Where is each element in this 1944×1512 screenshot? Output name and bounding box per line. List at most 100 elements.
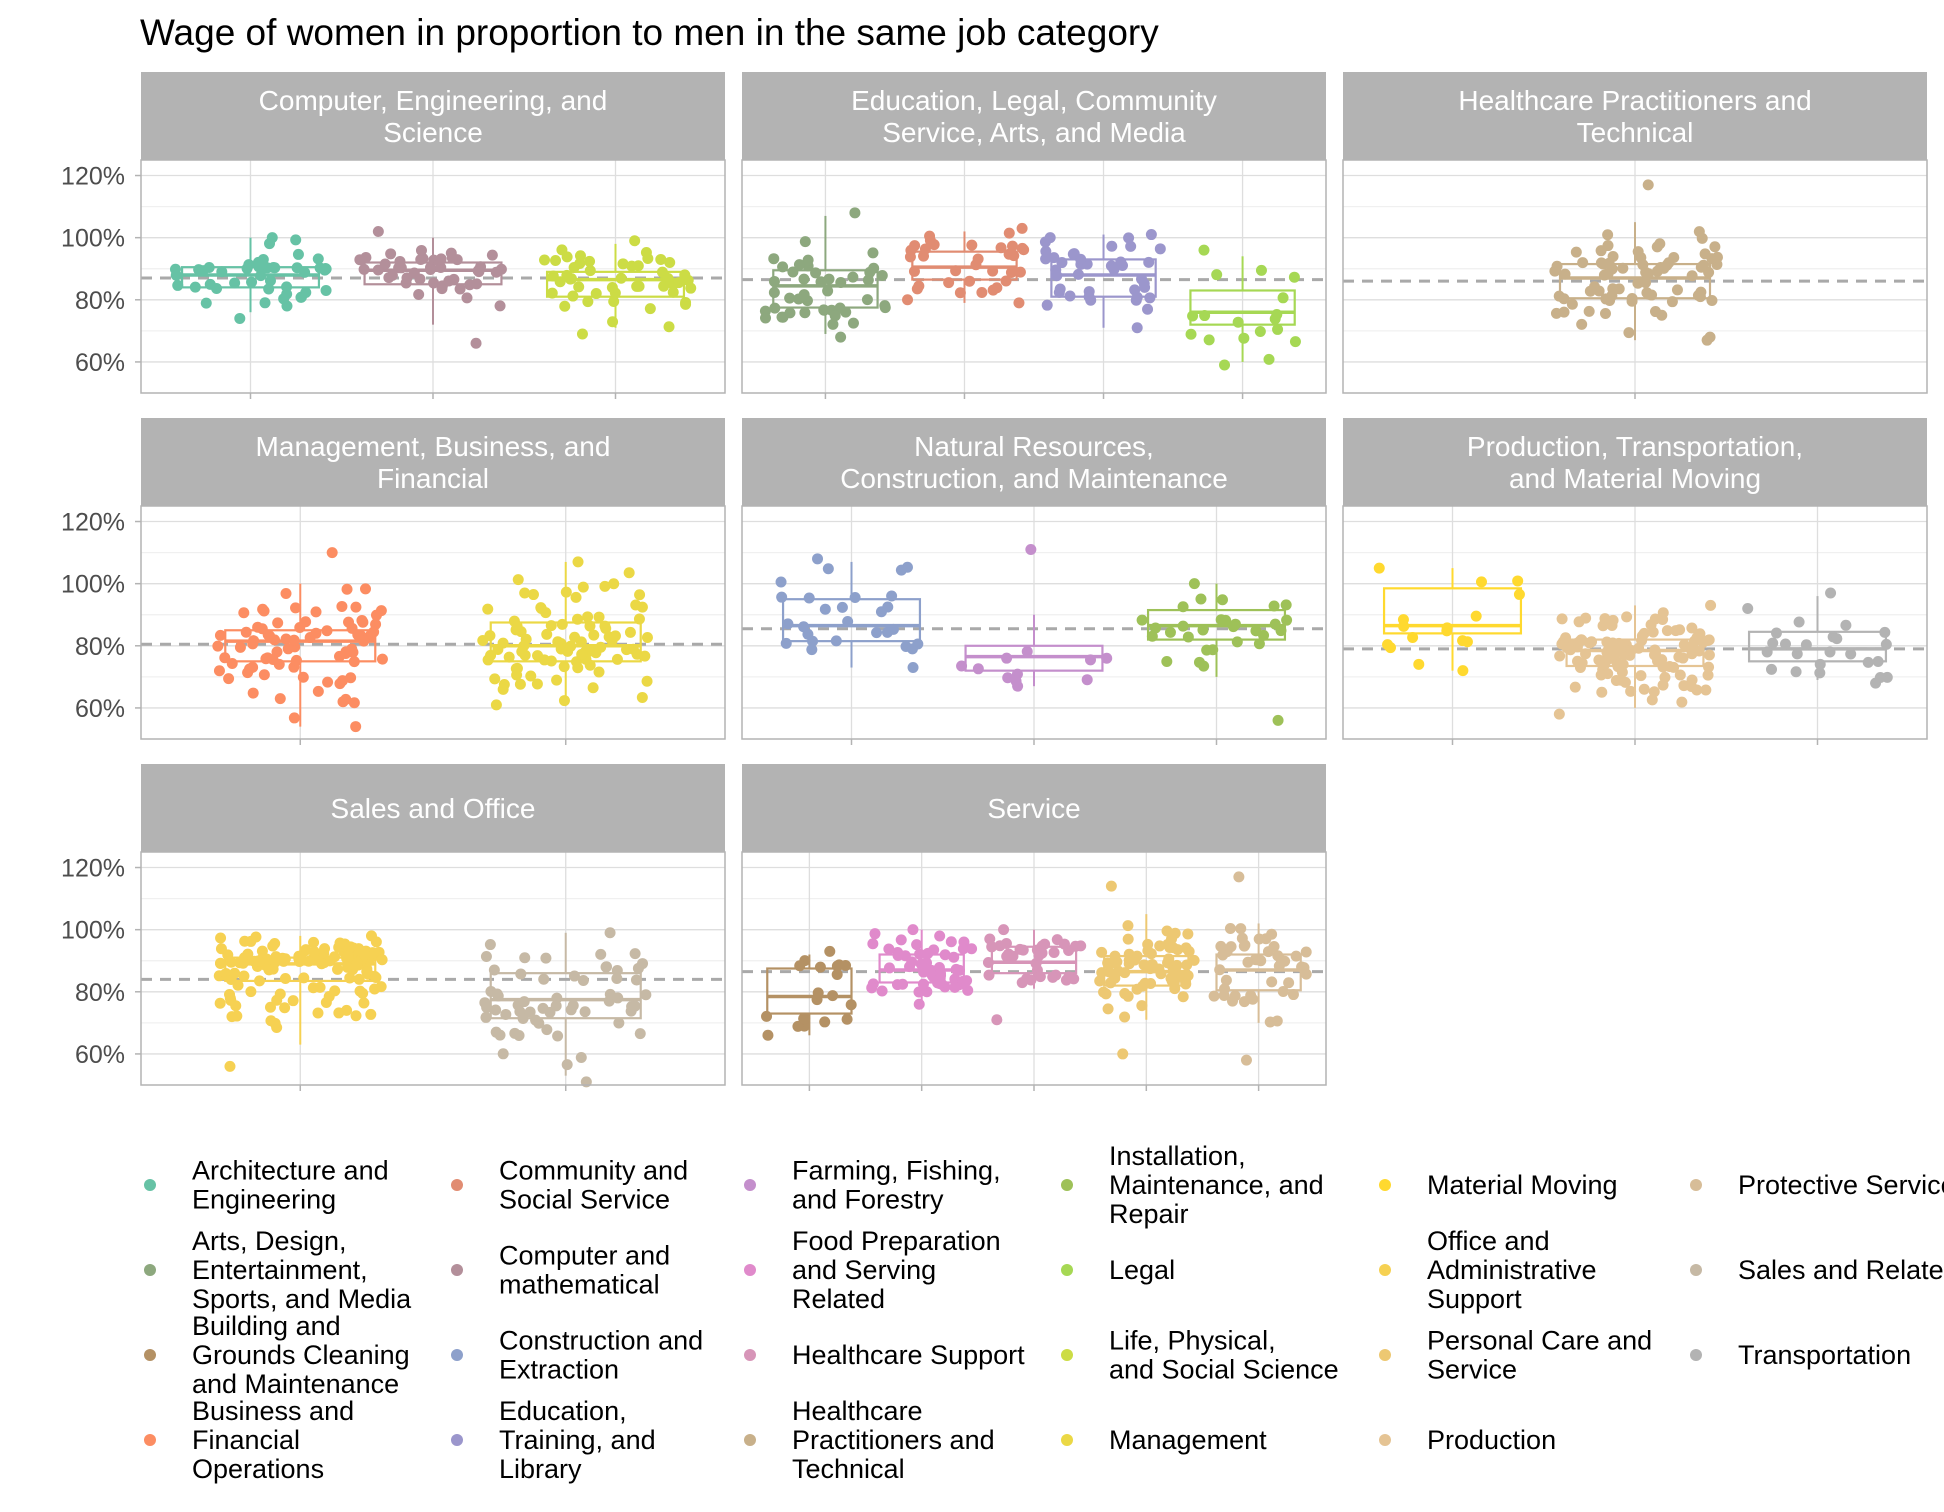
data-point: [1269, 618, 1281, 630]
data-point: [995, 242, 1007, 254]
data-point: [1475, 576, 1487, 588]
data-point: [892, 950, 904, 962]
data-point: [1470, 610, 1482, 622]
data-point: [573, 281, 585, 293]
data-point: [909, 240, 921, 252]
data-point: [945, 936, 957, 948]
data-point: [1583, 305, 1595, 317]
data-point: [1575, 634, 1587, 646]
data-point: [1182, 631, 1194, 643]
data-point: [200, 297, 212, 309]
legend-label: Administrative: [1427, 1255, 1597, 1285]
data-point: [1033, 950, 1045, 962]
facet-strip: [742, 72, 1326, 160]
legend-label: Production: [1427, 1425, 1556, 1455]
data-point: [1577, 257, 1589, 269]
data-point: [1034, 971, 1046, 983]
data-point: [358, 263, 370, 275]
data-point: [1626, 295, 1638, 307]
data-point: [991, 1014, 1003, 1026]
data-point: [1266, 928, 1278, 940]
data-point: [1188, 578, 1200, 590]
data-point: [1289, 336, 1301, 348]
data-point: [1277, 986, 1289, 998]
data-point: [538, 973, 550, 985]
data-point: [976, 286, 988, 298]
legend-key: [144, 1349, 156, 1361]
data-point: [214, 629, 226, 641]
data-point: [604, 988, 616, 1000]
data-point: [497, 1048, 509, 1060]
box-group: [1185, 244, 1301, 371]
data-point: [551, 674, 563, 686]
facet-strip-label: Science: [383, 117, 483, 148]
legend-label: Technical: [792, 1454, 905, 1484]
data-point: [576, 648, 588, 660]
data-point: [213, 665, 225, 677]
box: [1050, 258, 1157, 298]
data-point: [1677, 652, 1689, 664]
data-point: [1814, 667, 1826, 679]
data-point: [326, 547, 338, 559]
box-group: [956, 543, 1113, 692]
data-point: [1560, 632, 1572, 644]
data-point: [494, 1029, 506, 1041]
data-point: [623, 567, 635, 579]
data-point: [343, 616, 355, 628]
legend-label: Installation,: [1109, 1141, 1246, 1171]
data-point: [1640, 277, 1652, 289]
data-point: [1457, 635, 1469, 647]
data-point: [237, 957, 249, 969]
data-point: [1016, 977, 1028, 989]
data-point: [827, 990, 839, 1002]
data-point: [1779, 638, 1791, 650]
y-tick-label: 60%: [75, 349, 125, 377]
data-point: [454, 283, 466, 295]
data-point: [1648, 686, 1660, 698]
data-point: [1862, 656, 1874, 668]
data-point: [1825, 587, 1837, 599]
y-tick-label: 60%: [75, 1041, 125, 1069]
data-point: [565, 640, 577, 652]
data-point: [836, 601, 848, 613]
data-point: [500, 1008, 512, 1020]
data-point: [1793, 616, 1805, 628]
data-point: [1000, 937, 1012, 949]
facet-strip-label: Technical: [1577, 117, 1694, 148]
data-point: [1224, 922, 1236, 934]
legend-label: Operations: [192, 1454, 324, 1484]
data-point: [1021, 646, 1033, 658]
data-point: [1227, 621, 1239, 633]
data-point: [1219, 359, 1231, 371]
legend-label: Repair: [1109, 1199, 1189, 1229]
data-point: [641, 675, 653, 687]
data-point: [1704, 331, 1716, 343]
data-point: [1558, 306, 1570, 318]
data-point: [934, 930, 946, 942]
data-point: [792, 1020, 804, 1032]
data-point: [299, 266, 311, 278]
data-point: [1185, 328, 1197, 340]
data-point: [310, 606, 322, 618]
data-point: [815, 276, 827, 288]
data-point: [1607, 250, 1619, 262]
data-point: [1108, 264, 1120, 276]
data-point: [1003, 227, 1015, 239]
data-point: [514, 1006, 526, 1018]
legend-key: [744, 1179, 756, 1191]
data-point: [1238, 996, 1250, 1008]
data-point: [1207, 644, 1219, 656]
data-point: [1048, 252, 1060, 264]
data-point: [435, 253, 447, 265]
data-point: [1014, 943, 1026, 955]
data-point: [641, 631, 653, 643]
data-point: [239, 935, 251, 947]
facet-strip-label: and Material Moving: [1509, 463, 1761, 494]
data-point: [1599, 308, 1611, 320]
data-point: [575, 1051, 587, 1063]
data-point: [1512, 575, 1524, 587]
data-point: [298, 972, 310, 984]
